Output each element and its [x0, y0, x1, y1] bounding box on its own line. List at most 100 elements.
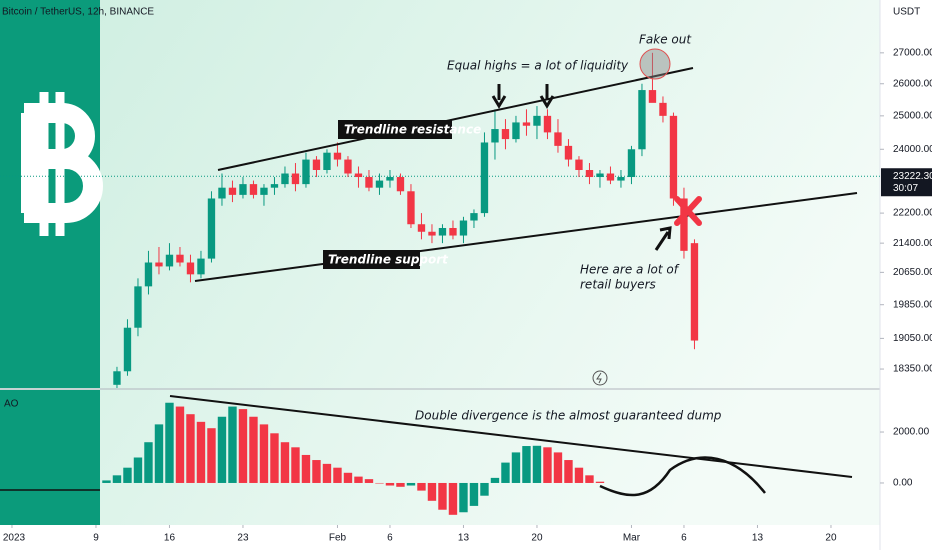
candle-body — [669, 115, 678, 199]
candle-body — [585, 170, 594, 178]
annotation-box — [338, 120, 452, 139]
x-tick-label: 9 — [93, 533, 99, 544]
time-axis-background — [0, 525, 880, 550]
histogram-bar — [322, 463, 332, 483]
candle-body — [501, 129, 510, 140]
x-tick-label: Feb — [329, 533, 347, 544]
histogram-bar — [417, 482, 426, 491]
ao-pane — [102, 402, 605, 515]
histogram-bar — [438, 482, 447, 510]
candle-body — [270, 184, 279, 188]
candle-body — [239, 184, 247, 195]
event-icon-bolt — [596, 372, 602, 384]
logo-panel-lower — [0, 390, 100, 525]
y-tick-label: 19050.00 — [893, 333, 932, 344]
candle-body — [386, 177, 394, 181]
histogram-bar — [217, 416, 227, 483]
last-price-label: 23222.30 — [893, 171, 932, 182]
annotation: Equal highs = a lot of liquidity — [447, 59, 629, 73]
histogram-bar — [144, 442, 153, 483]
trendline-support — [194, 192, 858, 282]
candle-body — [333, 152, 342, 160]
candle-body — [638, 90, 646, 150]
candle-body — [249, 184, 258, 195]
histogram-bar — [207, 428, 216, 483]
histogram-bar — [427, 482, 437, 501]
candle-body — [512, 122, 520, 140]
candle-body — [228, 187, 237, 195]
annotation: Trendline support — [328, 253, 449, 267]
x-tick-label: 2023 — [3, 533, 26, 544]
histogram-bar — [511, 452, 521, 483]
bitcoin-logo — [21, 92, 103, 236]
x-tick-label: 16 — [164, 533, 176, 544]
price-axis-background — [880, 0, 932, 550]
histogram-bar — [396, 482, 405, 487]
histogram-bar — [301, 454, 311, 483]
candle-body — [365, 177, 373, 188]
chart-title: Bitcoin / TetherUS, 12h, BINANCE — [2, 7, 154, 18]
arrow — [491, 84, 507, 109]
candle-body — [428, 231, 436, 236]
candle-body — [449, 227, 457, 236]
histogram-bar — [490, 477, 500, 483]
histogram-bar — [280, 442, 290, 483]
annotation-box — [323, 250, 420, 269]
y-tick-label: 24000.00 — [893, 144, 932, 155]
annotation: retail buyers — [580, 278, 656, 292]
histogram-bar — [543, 447, 552, 483]
histogram-bar — [238, 409, 248, 483]
histogram-bar — [249, 416, 258, 483]
histogram-bar — [270, 433, 279, 483]
x-tick-label: Mar — [623, 533, 641, 544]
histogram-bar — [532, 445, 542, 483]
histogram-bar — [585, 475, 594, 483]
histogram-bar — [480, 482, 489, 496]
candle-body — [281, 173, 289, 185]
candle-body — [134, 286, 142, 328]
candle-body — [438, 227, 447, 236]
histogram-bar — [165, 402, 174, 483]
x-tick-label: 6 — [387, 533, 393, 544]
candle-body — [680, 198, 688, 251]
x-tick-label: 13 — [458, 533, 470, 544]
candle-body — [113, 371, 121, 385]
candle-body — [144, 262, 153, 287]
histogram-bar — [228, 406, 237, 483]
histogram-bar — [175, 406, 185, 483]
candle-body — [491, 129, 499, 143]
y-tick-label: 18350.00 — [893, 364, 932, 375]
histogram-bar — [123, 467, 132, 483]
candle-body — [312, 159, 321, 171]
candle-body — [186, 262, 195, 275]
histogram-bar — [385, 482, 395, 486]
candle-body — [407, 191, 415, 225]
candle-body — [123, 327, 132, 372]
y-tick-label: 25000.00 — [893, 110, 932, 121]
candle-body — [470, 213, 478, 221]
candle-body — [260, 187, 268, 195]
y-tick-label: 19850.00 — [893, 299, 932, 310]
histogram-bar — [291, 447, 300, 483]
y-tick-label: 20650.00 — [893, 267, 932, 278]
x-tick-label: 13 — [752, 533, 764, 544]
candle-body — [375, 180, 384, 188]
histogram-bar — [375, 482, 384, 484]
histogram-bar — [333, 467, 342, 483]
candle-body — [533, 115, 541, 126]
histogram-bar — [501, 462, 510, 483]
candle-body — [165, 254, 174, 267]
candle-body — [302, 159, 310, 185]
y-tick-label: 22200.00 — [893, 208, 932, 219]
candle-body — [480, 142, 489, 214]
candle-body — [648, 90, 657, 103]
candle-body — [554, 132, 562, 146]
candle-body — [659, 102, 667, 116]
pane-background — [0, 0, 880, 525]
arrow — [539, 84, 555, 109]
y-tick-label: 0.00 — [893, 478, 913, 489]
projection-curve — [599, 456, 766, 497]
candle-body — [354, 173, 363, 178]
candle-body — [207, 198, 216, 259]
histogram-bar — [154, 424, 164, 483]
